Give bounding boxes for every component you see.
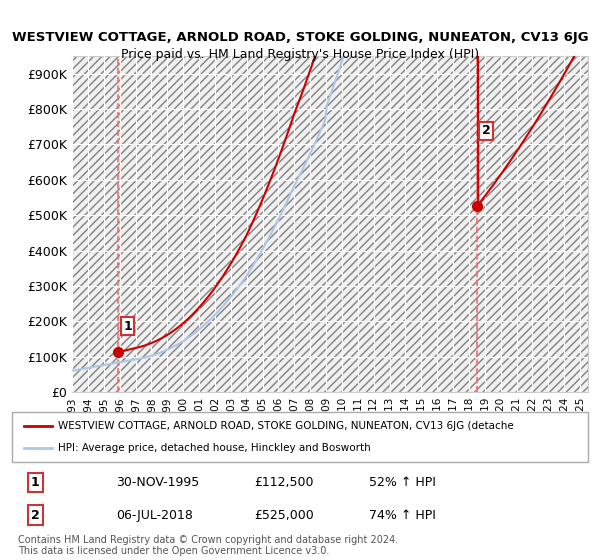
Text: 74% ↑ HPI: 74% ↑ HPI: [369, 508, 436, 521]
Text: £112,500: £112,500: [254, 477, 313, 489]
FancyBboxPatch shape: [12, 412, 588, 462]
Text: WESTVIEW COTTAGE, ARNOLD ROAD, STOKE GOLDING, NUNEATON, CV13 6JG: WESTVIEW COTTAGE, ARNOLD ROAD, STOKE GOL…: [11, 31, 589, 44]
Text: Contains HM Land Registry data © Crown copyright and database right 2024.
This d: Contains HM Land Registry data © Crown c…: [18, 535, 398, 557]
Text: 2: 2: [31, 508, 40, 521]
Text: 30-NOV-1995: 30-NOV-1995: [116, 477, 199, 489]
Text: WESTVIEW COTTAGE, ARNOLD ROAD, STOKE GOLDING, NUNEATON, CV13 6JG (detache: WESTVIEW COTTAGE, ARNOLD ROAD, STOKE GOL…: [58, 421, 514, 431]
Text: 2: 2: [482, 124, 491, 137]
Text: HPI: Average price, detached house, Hinckley and Bosworth: HPI: Average price, detached house, Hinc…: [58, 443, 371, 453]
Text: 1: 1: [123, 320, 132, 333]
Text: 1: 1: [31, 477, 40, 489]
Text: £525,000: £525,000: [254, 508, 314, 521]
Text: 52% ↑ HPI: 52% ↑ HPI: [369, 477, 436, 489]
Text: Price paid vs. HM Land Registry's House Price Index (HPI): Price paid vs. HM Land Registry's House …: [121, 48, 479, 60]
Text: 06-JUL-2018: 06-JUL-2018: [116, 508, 193, 521]
